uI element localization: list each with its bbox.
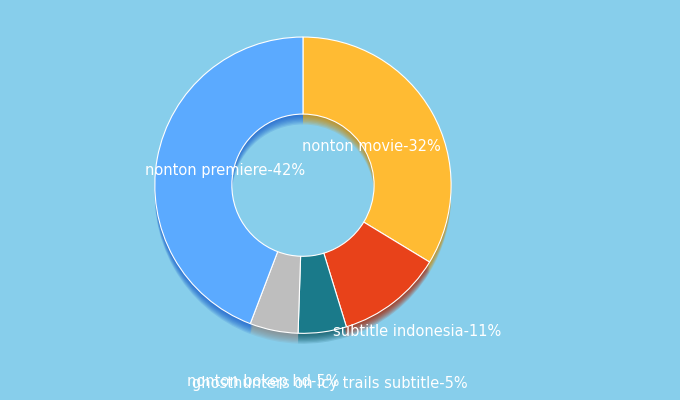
Wedge shape [303, 46, 451, 271]
Wedge shape [155, 40, 303, 326]
Wedge shape [303, 48, 451, 272]
Wedge shape [324, 230, 430, 334]
Wedge shape [324, 222, 430, 327]
Wedge shape [155, 42, 303, 329]
Wedge shape [155, 45, 303, 332]
Wedge shape [250, 261, 301, 342]
Wedge shape [298, 257, 346, 337]
Wedge shape [298, 258, 346, 338]
Wedge shape [298, 262, 346, 342]
Wedge shape [324, 231, 430, 336]
Wedge shape [298, 261, 346, 341]
Wedge shape [250, 258, 301, 340]
Text: nonton bokep hd-5%: nonton bokep hd-5% [188, 374, 340, 389]
Wedge shape [250, 252, 301, 333]
Wedge shape [324, 225, 430, 330]
Wedge shape [155, 48, 303, 334]
Wedge shape [298, 256, 346, 336]
Wedge shape [324, 232, 430, 337]
Wedge shape [250, 254, 301, 336]
Wedge shape [155, 38, 303, 325]
Wedge shape [324, 227, 430, 332]
Wedge shape [250, 260, 301, 341]
Wedge shape [155, 41, 303, 328]
Wedge shape [324, 226, 430, 331]
Wedge shape [155, 44, 303, 330]
Text: subtitle indonesia-11%: subtitle indonesia-11% [333, 324, 501, 339]
Wedge shape [250, 253, 301, 334]
Text: nonton movie-32%: nonton movie-32% [303, 139, 441, 154]
Wedge shape [303, 37, 451, 262]
Wedge shape [303, 45, 451, 270]
Wedge shape [250, 257, 301, 338]
Wedge shape [303, 44, 451, 268]
Wedge shape [250, 256, 301, 337]
Wedge shape [324, 228, 430, 333]
Wedge shape [303, 42, 451, 267]
Wedge shape [324, 223, 430, 328]
Wedge shape [298, 254, 346, 335]
Wedge shape [250, 262, 301, 344]
Wedge shape [155, 37, 303, 324]
Wedge shape [298, 253, 346, 333]
Text: nonton premiere-42%: nonton premiere-42% [146, 164, 305, 178]
Wedge shape [303, 38, 451, 263]
Wedge shape [303, 40, 451, 265]
Wedge shape [298, 264, 346, 344]
Wedge shape [298, 260, 346, 340]
Wedge shape [303, 41, 451, 266]
Wedge shape [155, 46, 303, 333]
Text: ghosthunters on icy trails subtitle-5%: ghosthunters on icy trails subtitle-5% [192, 376, 467, 391]
